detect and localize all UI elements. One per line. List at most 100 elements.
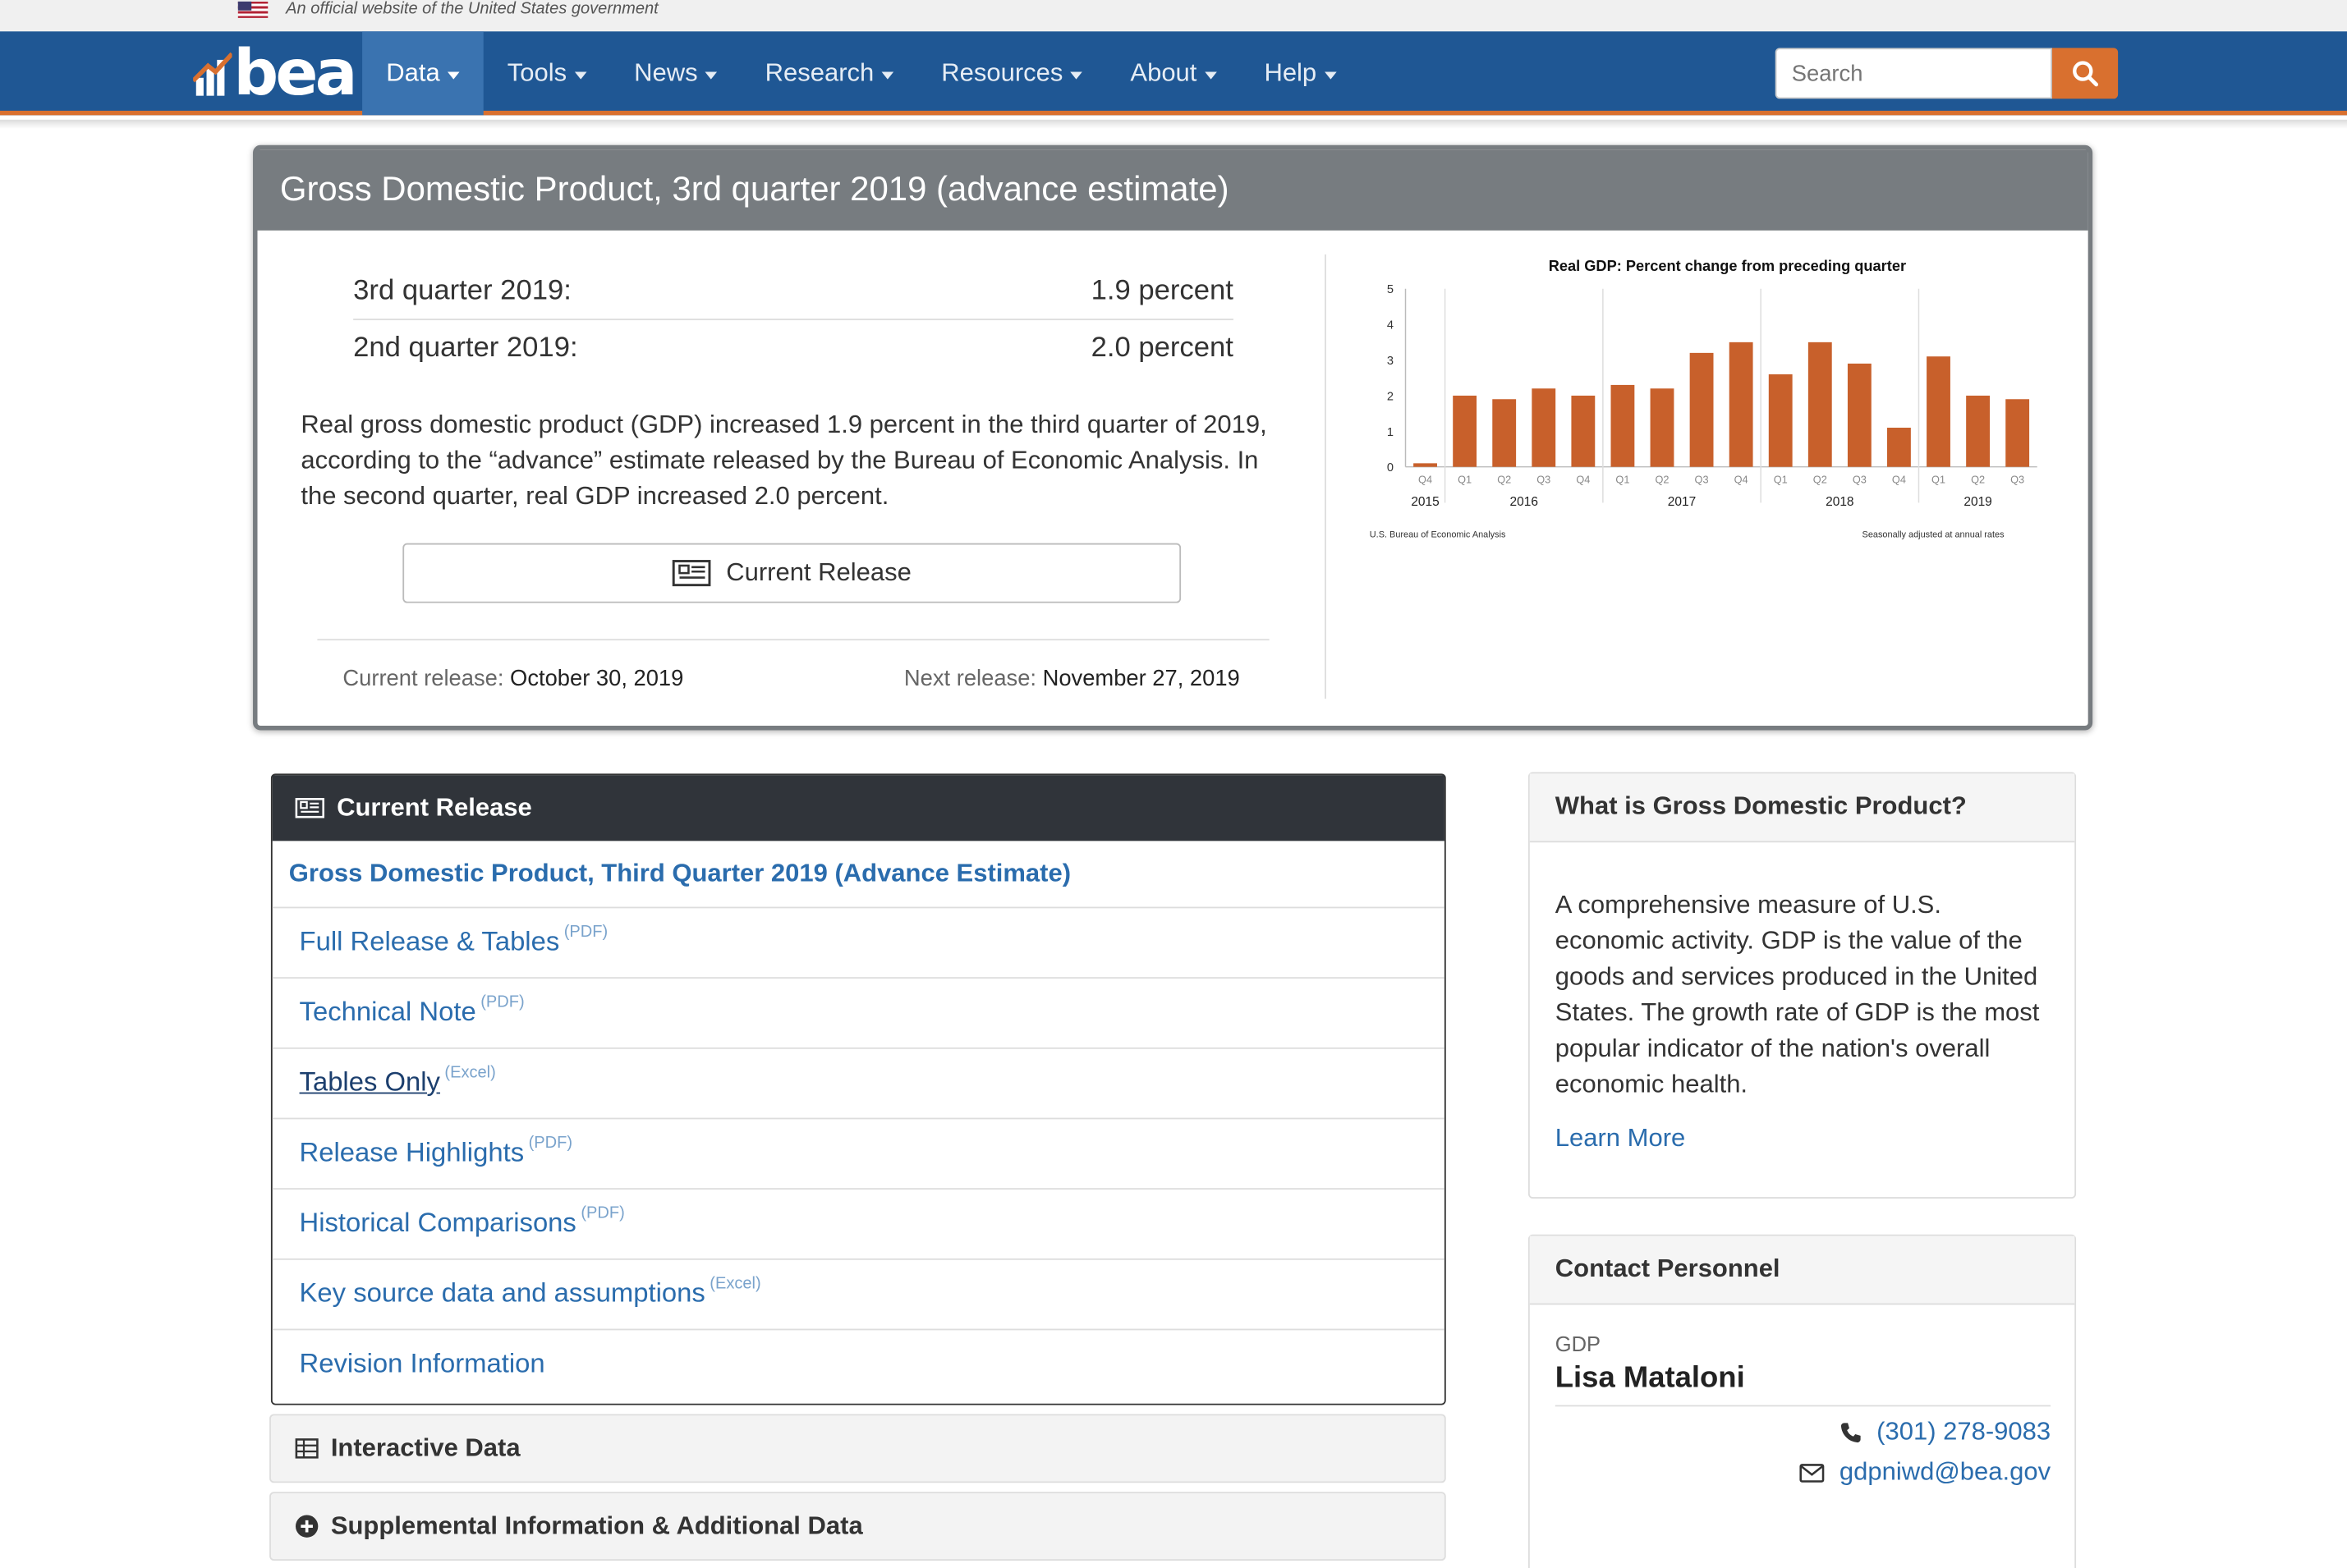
link-label: Historical Comparisons (299, 1207, 576, 1238)
chart-bar (2005, 399, 2030, 467)
nav-about[interactable]: About (1106, 31, 1240, 115)
chart-bar (1413, 463, 1437, 467)
chart-x-tick-label: Q1 (1774, 474, 1788, 486)
envelope-icon (1799, 1463, 1825, 1482)
chart-x-tick-label: Q4 (1576, 474, 1590, 486)
us-flag-icon (237, 1, 269, 18)
file-type-tag: (PDF) (528, 1134, 573, 1153)
chart-y-tick-label: 0 (1387, 461, 1394, 475)
bea-logo[interactable]: bea (193, 41, 357, 104)
next-release-date: Next release: November 27, 2019 (904, 666, 1240, 691)
what-is-gdp-card: What is Gross Domestic Product? A compre… (1527, 772, 2077, 1201)
chart-year-label: 2017 (1668, 495, 1696, 509)
chart-x-tick-label: Q2 (1813, 474, 1827, 486)
chart-x-tick-label: Q3 (2010, 474, 2024, 486)
chart-bar (1689, 352, 1714, 467)
search-button[interactable] (2051, 48, 2119, 99)
chart-x-tick-label: Q2 (1655, 474, 1669, 486)
supplemental-info-accordion[interactable]: Supplemental Information & Additional Da… (269, 1492, 1446, 1561)
nav-menu: Data Tools News Research Resources About… (362, 31, 1360, 116)
newspaper-icon (672, 560, 711, 587)
stat-row-q3: 3rd quarter 2019: 1.9 percent (353, 264, 1233, 321)
gov-banner: An official website of the United States… (0, 0, 2347, 32)
chart-y-tick-label: 3 (1387, 355, 1394, 368)
chart-x-tick-label: Q2 (1497, 474, 1511, 486)
chart-x-tick-label: Q1 (1931, 474, 1945, 486)
nav-tools[interactable]: Tools (484, 31, 610, 115)
nav-resources[interactable]: Resources (917, 31, 1106, 115)
chart-x-tick-label: Q3 (1536, 474, 1550, 486)
nav-help[interactable]: Help (1240, 31, 1360, 115)
link-technical-note[interactable]: Technical Note (PDF) (272, 979, 1444, 1049)
chart-x-tick-label: Q1 (1458, 474, 1472, 486)
next-release-label: Next release: (903, 666, 1036, 692)
caret-down-icon (1204, 71, 1217, 79)
what-is-gdp-heading: What is Gross Domestic Product? (1529, 773, 2075, 843)
link-tables-only[interactable]: Tables Only (Excel) (272, 1049, 1444, 1120)
hero-title: Gross Domestic Product, 3rd quarter 2019… (257, 149, 2088, 231)
link-historical-comparisons[interactable]: Historical Comparisons (PDF) (272, 1190, 1444, 1260)
nav-research[interactable]: Research (741, 31, 917, 115)
interactive-data-accordion[interactable]: Interactive Data (269, 1414, 1446, 1483)
newspaper-icon (295, 798, 324, 818)
current-release-card-title: Current Release (337, 793, 532, 822)
link-label: Full Release & Tables (299, 926, 560, 956)
table-icon (295, 1438, 319, 1459)
link-key-source-data[interactable]: Key source data and assumptions (Excel) (272, 1260, 1444, 1331)
chart-x-tick-label: Q4 (1892, 474, 1906, 486)
stat-label: 2nd quarter 2019: (353, 332, 578, 364)
nav-help-label: Help (1264, 58, 1317, 87)
chart-bar (1927, 356, 1950, 467)
chart-bar (1610, 384, 1635, 467)
current-release-card-header: Current Release (272, 775, 1444, 841)
current-release-button[interactable]: Current Release (402, 543, 1182, 603)
nav-data[interactable]: Data (362, 31, 484, 116)
file-type-tag: (Excel) (710, 1274, 761, 1293)
next-release-value: November 27, 2019 (1042, 666, 1240, 692)
link-label: Key source data and assumptions (299, 1277, 705, 1309)
chart-year-label: 2019 (1963, 495, 1991, 509)
chart-bar (1453, 395, 1477, 467)
gdp-bar-chart[interactable]: Real GDP: Percent change from preceding … (1366, 254, 2046, 548)
chart-x-tick-label: Q1 (1615, 474, 1629, 486)
chart-x-tick-label: Q2 (1971, 474, 1985, 486)
nav-tools-label: Tools (507, 58, 567, 87)
stat-value: 2.0 percent (1091, 332, 1233, 364)
release-title-link[interactable]: Gross Domestic Product, Third Quarter 20… (272, 841, 1444, 909)
chart-bar (1807, 342, 1832, 467)
caret-down-icon (705, 71, 718, 79)
nav-news-label: News (634, 58, 698, 87)
chart-bar (1492, 399, 1517, 467)
main-navbar: bea Data Tools News Research Resources A… (0, 31, 2347, 116)
contact-phone[interactable]: (301) 278-9083 (1555, 1417, 2051, 1447)
search-input[interactable] (1775, 48, 2052, 99)
nav-news[interactable]: News (610, 31, 742, 115)
accordion-label: Interactive Data (330, 1433, 521, 1462)
chart-x-tick-label: Q3 (1853, 474, 1867, 486)
learn-more-link[interactable]: Learn More (1555, 1123, 1686, 1153)
nav-data-label: Data (386, 58, 440, 87)
caret-down-icon (574, 71, 586, 79)
accordion-label: Supplemental Information & Additional Da… (330, 1511, 863, 1540)
chart-y-tick-label: 5 (1387, 283, 1394, 296)
link-release-highlights[interactable]: Release Highlights (PDF) (272, 1119, 1444, 1190)
contact-topic-label: GDP (1555, 1332, 1601, 1356)
chart-bar (1847, 363, 1872, 467)
current-release-button-label: Current Release (726, 557, 912, 587)
nav-research-label: Research (765, 58, 875, 87)
link-label: Release Highlights (299, 1137, 525, 1167)
hero-description: Real gross domestic product (GDP) increa… (301, 410, 1267, 511)
chart-x-tick-label: Q3 (1695, 474, 1709, 486)
what-is-gdp-body: A comprehensive measure of U.S. economic… (1530, 842, 2074, 1201)
plus-circle-icon (295, 1515, 319, 1538)
link-revision-information[interactable]: Revision Information (273, 1330, 1444, 1401)
contact-email-text: gdpniwd@bea.gov (1839, 1457, 2051, 1486)
caret-down-icon (1324, 71, 1336, 79)
contact-email[interactable]: gdpniwd@bea.gov (1555, 1457, 2051, 1487)
stat-value: 1.9 percent (1091, 274, 1233, 306)
current-release-value: October 30, 2019 (510, 666, 684, 692)
contact-name: Lisa Mataloni (1555, 1362, 2051, 1407)
phone-icon (1840, 1422, 1861, 1442)
stat-label: 3rd quarter 2019: (353, 274, 572, 306)
link-full-release[interactable]: Full Release & Tables (PDF) (272, 908, 1444, 979)
